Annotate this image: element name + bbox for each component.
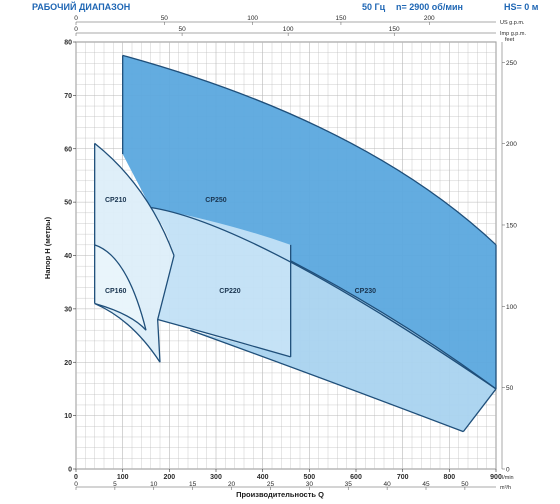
bottom-m3h-tick-label: 5 — [113, 481, 117, 488]
bottom-m3h-tick-label: 50 — [461, 481, 469, 488]
y-tick-label: 70 — [64, 93, 72, 100]
top-imp-tick-label: 50 — [178, 26, 186, 33]
bottom-m3h-unit-label: m³/h — [500, 485, 511, 491]
x-tick-label: 400 — [257, 474, 269, 481]
bottom-m3h-tick-label: 10 — [150, 481, 158, 488]
x-tick-label: 600 — [350, 474, 362, 481]
x-tick-label: 200 — [163, 474, 175, 481]
curve-cp210-top — [94, 142, 175, 256]
x-axis-label: Производительность Q — [236, 490, 324, 499]
curve-cp210-bottom — [94, 302, 161, 363]
region-cp250 — [122, 55, 497, 389]
label-cp250: CP250 — [205, 197, 227, 204]
right-feet-tick-label: 0 — [506, 467, 510, 474]
chart-title: РАБОЧИЙ ДИАПАЗОН — [32, 1, 130, 12]
x-tick-label: 700 — [397, 474, 409, 481]
y-tick-label: 80 — [64, 40, 72, 47]
curve-cp230-bottom — [190, 329, 464, 433]
curve-cp230-right — [462, 388, 497, 433]
top-imp-tick-label: 0 — [74, 26, 78, 33]
x-tick-label: 500 — [303, 474, 315, 481]
y-tick-label: 50 — [64, 200, 72, 207]
x-tick-label: 800 — [443, 474, 455, 481]
bottom-m3h-tick-label: 45 — [422, 481, 430, 488]
y-tick-label: 10 — [64, 413, 72, 420]
y-tick-label: 0 — [68, 467, 72, 474]
top-us-tick-label: 50 — [161, 15, 169, 22]
curve-cp230-top — [290, 260, 497, 390]
bottom-m3h-tick-label: 30 — [306, 481, 314, 488]
y-tick-label: 20 — [64, 360, 72, 367]
rpm-label: n= 2900 об/мин — [396, 2, 463, 12]
top-imp-tick-label: 100 — [283, 26, 294, 33]
right-feet-unit-label: feet — [505, 37, 515, 43]
top-imp-unit-label: Imp g.p.m. — [500, 31, 526, 37]
bottom-m3h-tick-label: 15 — [189, 481, 197, 488]
operating-regions — [94, 55, 497, 432]
x-tick-label: 100 — [117, 474, 129, 481]
x-tick-label: 0 — [74, 474, 78, 481]
curve-cp250-bottom — [150, 206, 497, 390]
y-axis-label: Напор H (метры) — [43, 216, 52, 279]
bottom-m3h-tick-label: 0 — [74, 481, 78, 488]
top-us-tick-label: 100 — [247, 15, 258, 22]
curve-cp210-right — [157, 255, 175, 363]
right-feet-tick-label: 200 — [506, 141, 517, 148]
curve-cp160-top — [94, 244, 147, 331]
y-tick-label: 40 — [64, 253, 72, 260]
bottom-m3h-tick-label: 40 — [384, 481, 392, 488]
curve-cp220-bottom — [157, 318, 291, 358]
label-cp230: CP230 — [355, 288, 377, 295]
y-tick-label: 30 — [64, 306, 72, 313]
top-us-unit-label: US g.p.m. — [500, 20, 525, 26]
top-us-tick-label: 0 — [74, 15, 78, 22]
right-feet-tick-label: 150 — [506, 222, 517, 229]
y-tick-label: 60 — [64, 146, 72, 153]
top-us-tick-label: 200 — [424, 15, 435, 22]
bottom-m3h-tick-label: 25 — [267, 481, 275, 488]
region-cp230 — [190, 260, 497, 432]
x-unit-label: l/min — [502, 475, 514, 481]
curve-cp160-bottom — [94, 302, 147, 331]
x-tick-label: 300 — [210, 474, 222, 481]
right-feet-tick-label: 100 — [506, 304, 517, 311]
bottom-m3h-tick-label: 20 — [228, 481, 236, 488]
label-cp220: CP220 — [219, 288, 241, 295]
right-feet-tick-label: 50 — [506, 385, 514, 392]
bottom-m3h-tick-label: 35 — [345, 481, 353, 488]
hs-label: HS= 0 м — [504, 2, 539, 12]
curve-boundaries — [94, 54, 497, 433]
top-imp-tick-label: 150 — [389, 26, 400, 33]
region-labels: CP250 CP230 CP220 CP210 CP160 — [105, 197, 376, 295]
x-tick-label: 900 — [490, 474, 502, 481]
frequency-label: 50 Гц — [362, 2, 386, 12]
top-us-tick-label: 150 — [336, 15, 347, 22]
region-cp160 — [94, 244, 146, 331]
curve-cp250-top — [122, 54, 497, 246]
right-feet-tick-label: 250 — [506, 60, 517, 67]
label-cp160: CP160 — [105, 288, 127, 295]
label-cp210: CP210 — [105, 197, 127, 204]
